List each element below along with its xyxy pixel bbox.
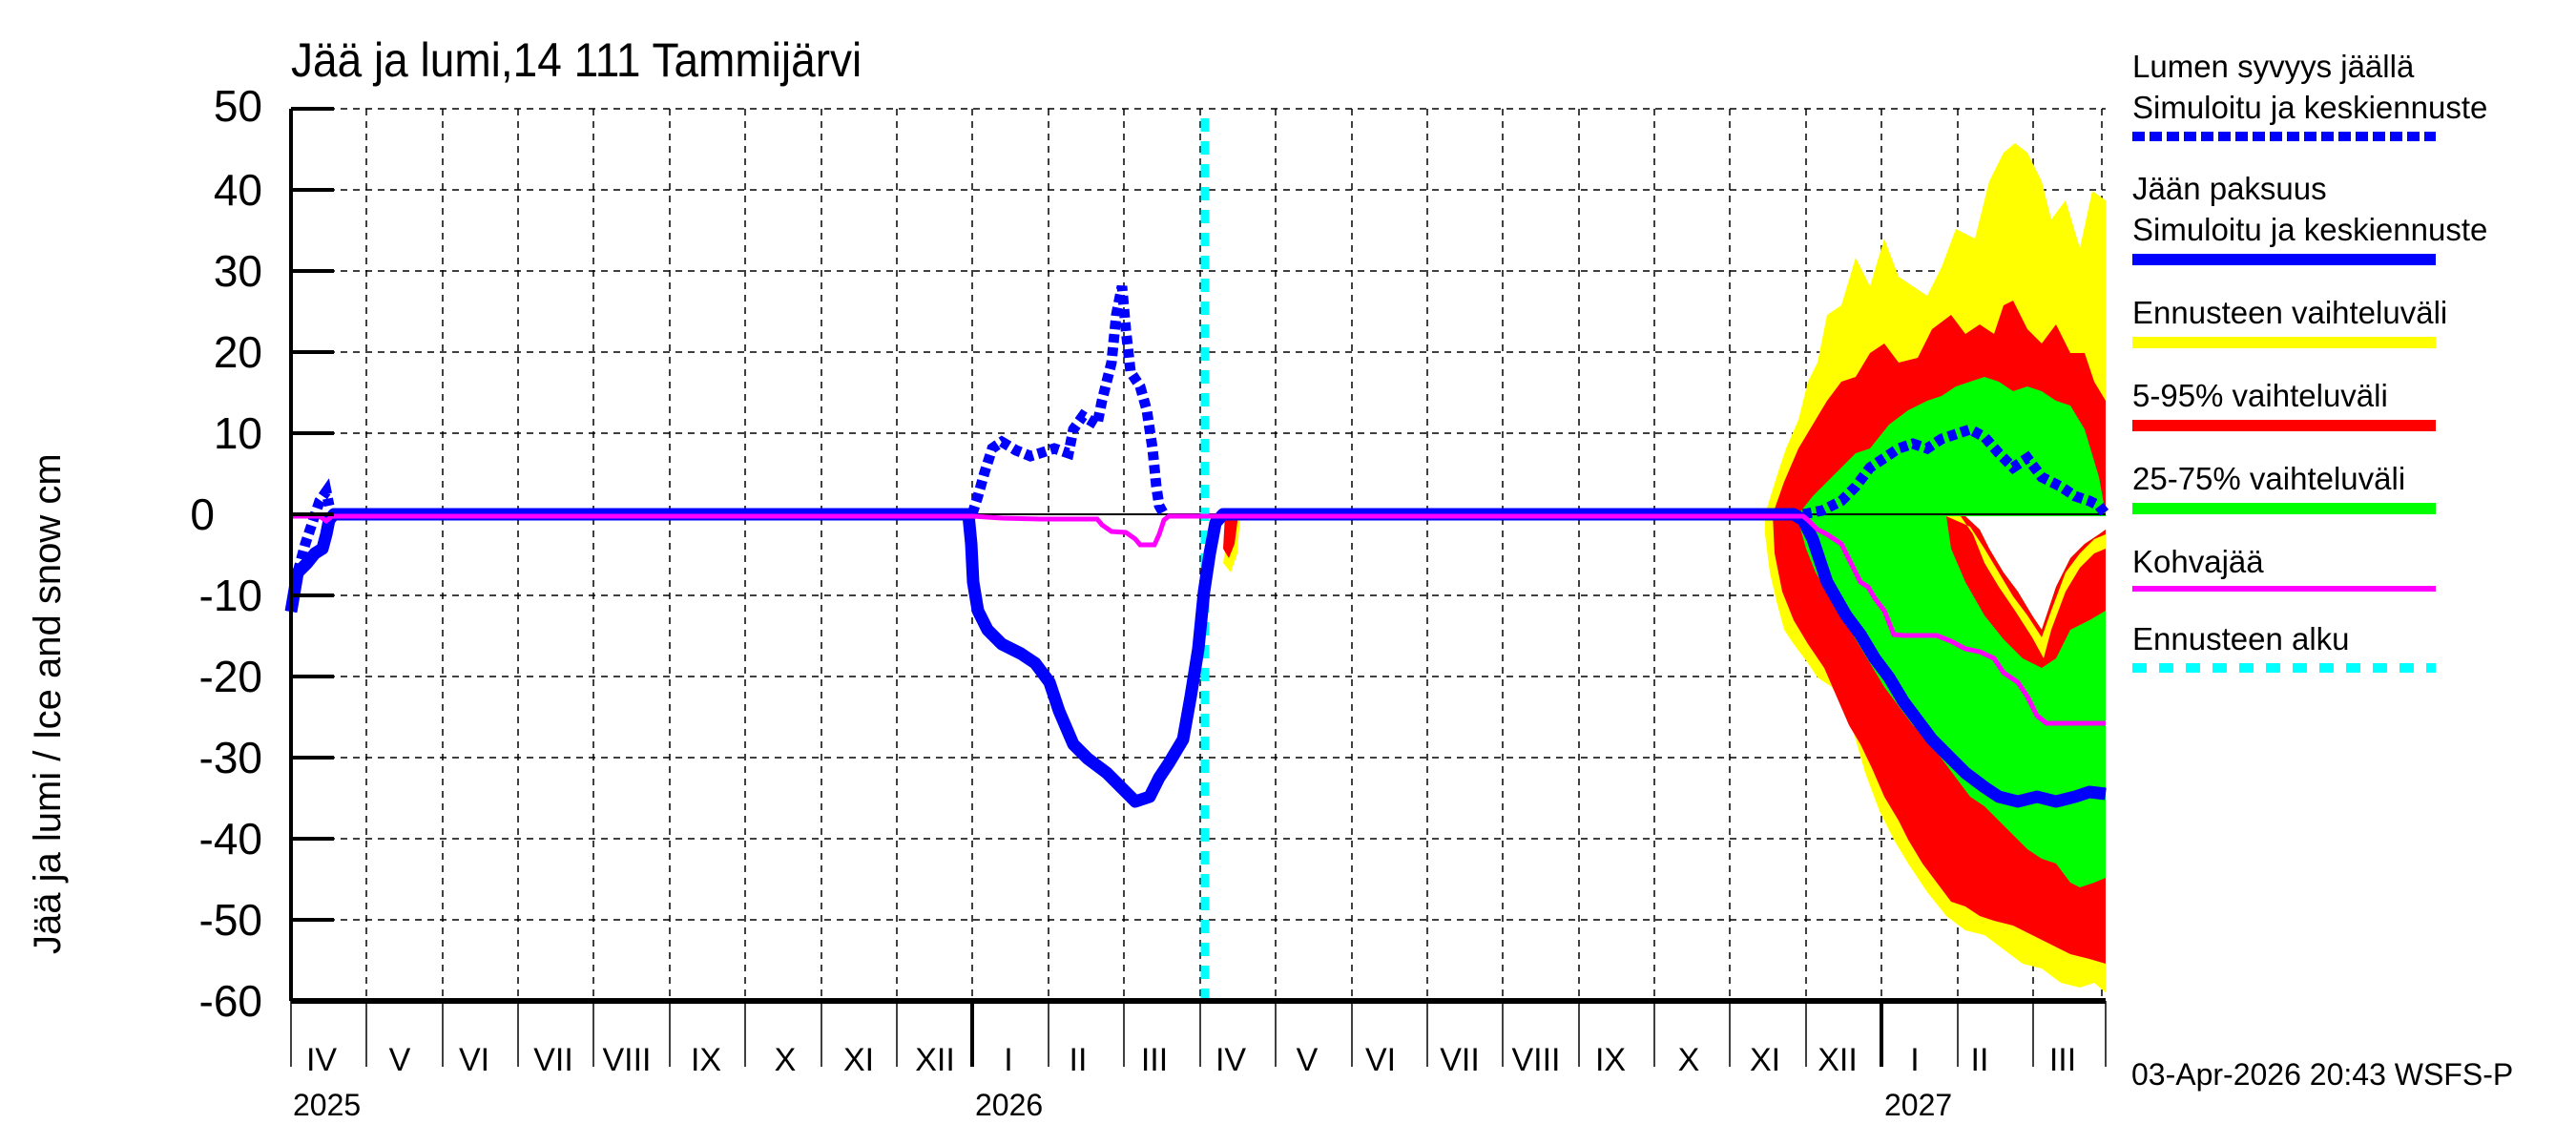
month-label: XI <box>1749 1042 1781 1078</box>
legend-swatch-dashed-cyan <box>2132 663 2436 673</box>
y-tick: -10 <box>198 571 262 620</box>
legend-item-5-95: 5-95% vaihteluväli <box>2132 375 2571 431</box>
month-label: II <box>1970 1042 1989 1078</box>
legend-swatch-dotted-blue <box>2132 132 2436 141</box>
y-tick: -30 <box>198 733 262 782</box>
month-label: IX <box>690 1042 722 1078</box>
month-label: II <box>1069 1042 1088 1078</box>
y-tick: -40 <box>198 814 262 864</box>
legend-swatch-red <box>2132 420 2436 431</box>
footer-timestamp: 03-Apr-2026 20:43 WSFS-P <box>2131 1057 2514 1092</box>
month-label: IV <box>305 1042 338 1078</box>
legend-label: Jään paksuus <box>2132 171 2327 206</box>
y-tick: 30 <box>213 246 262 296</box>
legend: Lumen syvyys jäällä Simuloitu ja keskien… <box>2132 46 2571 699</box>
month-label: V <box>388 1042 411 1078</box>
month-label: X <box>1677 1042 1700 1078</box>
chart-title: Jää ja lumi,14 111 Tammijärvi <box>291 33 862 87</box>
month-label: X <box>774 1042 797 1078</box>
y-tick: 40 <box>213 165 262 215</box>
y-tick: -20 <box>198 652 262 701</box>
band-gap <box>1965 516 2106 630</box>
month-label: I <box>1910 1042 1920 1078</box>
band-5-95-early <box>1223 514 1238 558</box>
month-label: III <box>2048 1042 2077 1078</box>
month-label: XI <box>842 1042 875 1078</box>
month-label: VI <box>1364 1042 1397 1078</box>
month-label: IV <box>1215 1042 1247 1078</box>
month-label: V <box>1296 1042 1319 1078</box>
month-label: VIII <box>602 1042 652 1078</box>
legend-swatch-solid-blue <box>2132 254 2436 265</box>
year-label: 2026 <box>975 1088 1044 1122</box>
month-label: III <box>1140 1042 1169 1078</box>
legend-label: 5-95% vaihteluväli <box>2132 378 2388 413</box>
legend-label: Ennusteen alku <box>2132 621 2350 656</box>
legend-swatch-yellow <box>2132 337 2436 348</box>
month-label: VIII <box>1511 1042 1561 1078</box>
y-tick: 0 <box>190 489 215 539</box>
legend-item-kohvajaa: Kohvajää <box>2132 541 2571 592</box>
legend-label: 25-75% vaihteluväli <box>2132 461 2406 496</box>
legend-sublabel: Simuloitu ja keskiennuste <box>2132 212 2488 247</box>
legend-item-25-75: 25-75% vaihteluväli <box>2132 458 2571 514</box>
legend-swatch-magenta <box>2132 586 2436 592</box>
month-label: XII <box>915 1042 955 1078</box>
y-tick: 10 <box>213 408 262 458</box>
legend-label: Lumen syvyys jäällä <box>2132 49 2415 84</box>
month-separators <box>290 1001 2107 1067</box>
band-25-75 <box>1798 377 2106 887</box>
month-label: XII <box>1818 1042 1858 1078</box>
year-label: 2025 <box>293 1088 362 1122</box>
year-label: 2027 <box>1884 1088 1953 1122</box>
month-label: VII <box>533 1042 573 1078</box>
month-label: VI <box>458 1042 490 1078</box>
y-tick: 20 <box>213 327 262 377</box>
legend-label: Ennusteen vaihteluväli <box>2132 295 2448 330</box>
legend-item-forecast-start: Ennusteen alku <box>2132 618 2571 673</box>
band-gap-yellow <box>1946 516 2106 658</box>
series-kohvajaa <box>291 513 2106 726</box>
y-tick: -50 <box>198 895 262 945</box>
month-label: IX <box>1594 1042 1627 1078</box>
y-tick: 50 <box>213 81 262 131</box>
legend-swatch-green <box>2132 503 2436 514</box>
legend-label: Kohvajää <box>2132 544 2264 579</box>
legend-sublabel: Simuloitu ja keskiennuste <box>2132 90 2488 125</box>
legend-item-ice-thickness: Jään paksuus Simuloitu ja keskiennuste <box>2132 168 2571 265</box>
forecast-bands <box>1223 143 2106 992</box>
series-ice-thickness <box>284 508 2107 808</box>
legend-item-forecast-range: Ennusteen vaihteluväli <box>2132 292 2571 348</box>
month-label: VII <box>1440 1042 1480 1078</box>
month-label: I <box>1004 1042 1013 1078</box>
y-tick: -60 <box>198 976 262 1026</box>
legend-item-snow-depth: Lumen syvyys jäällä Simuloitu ja keskien… <box>2132 46 2571 141</box>
